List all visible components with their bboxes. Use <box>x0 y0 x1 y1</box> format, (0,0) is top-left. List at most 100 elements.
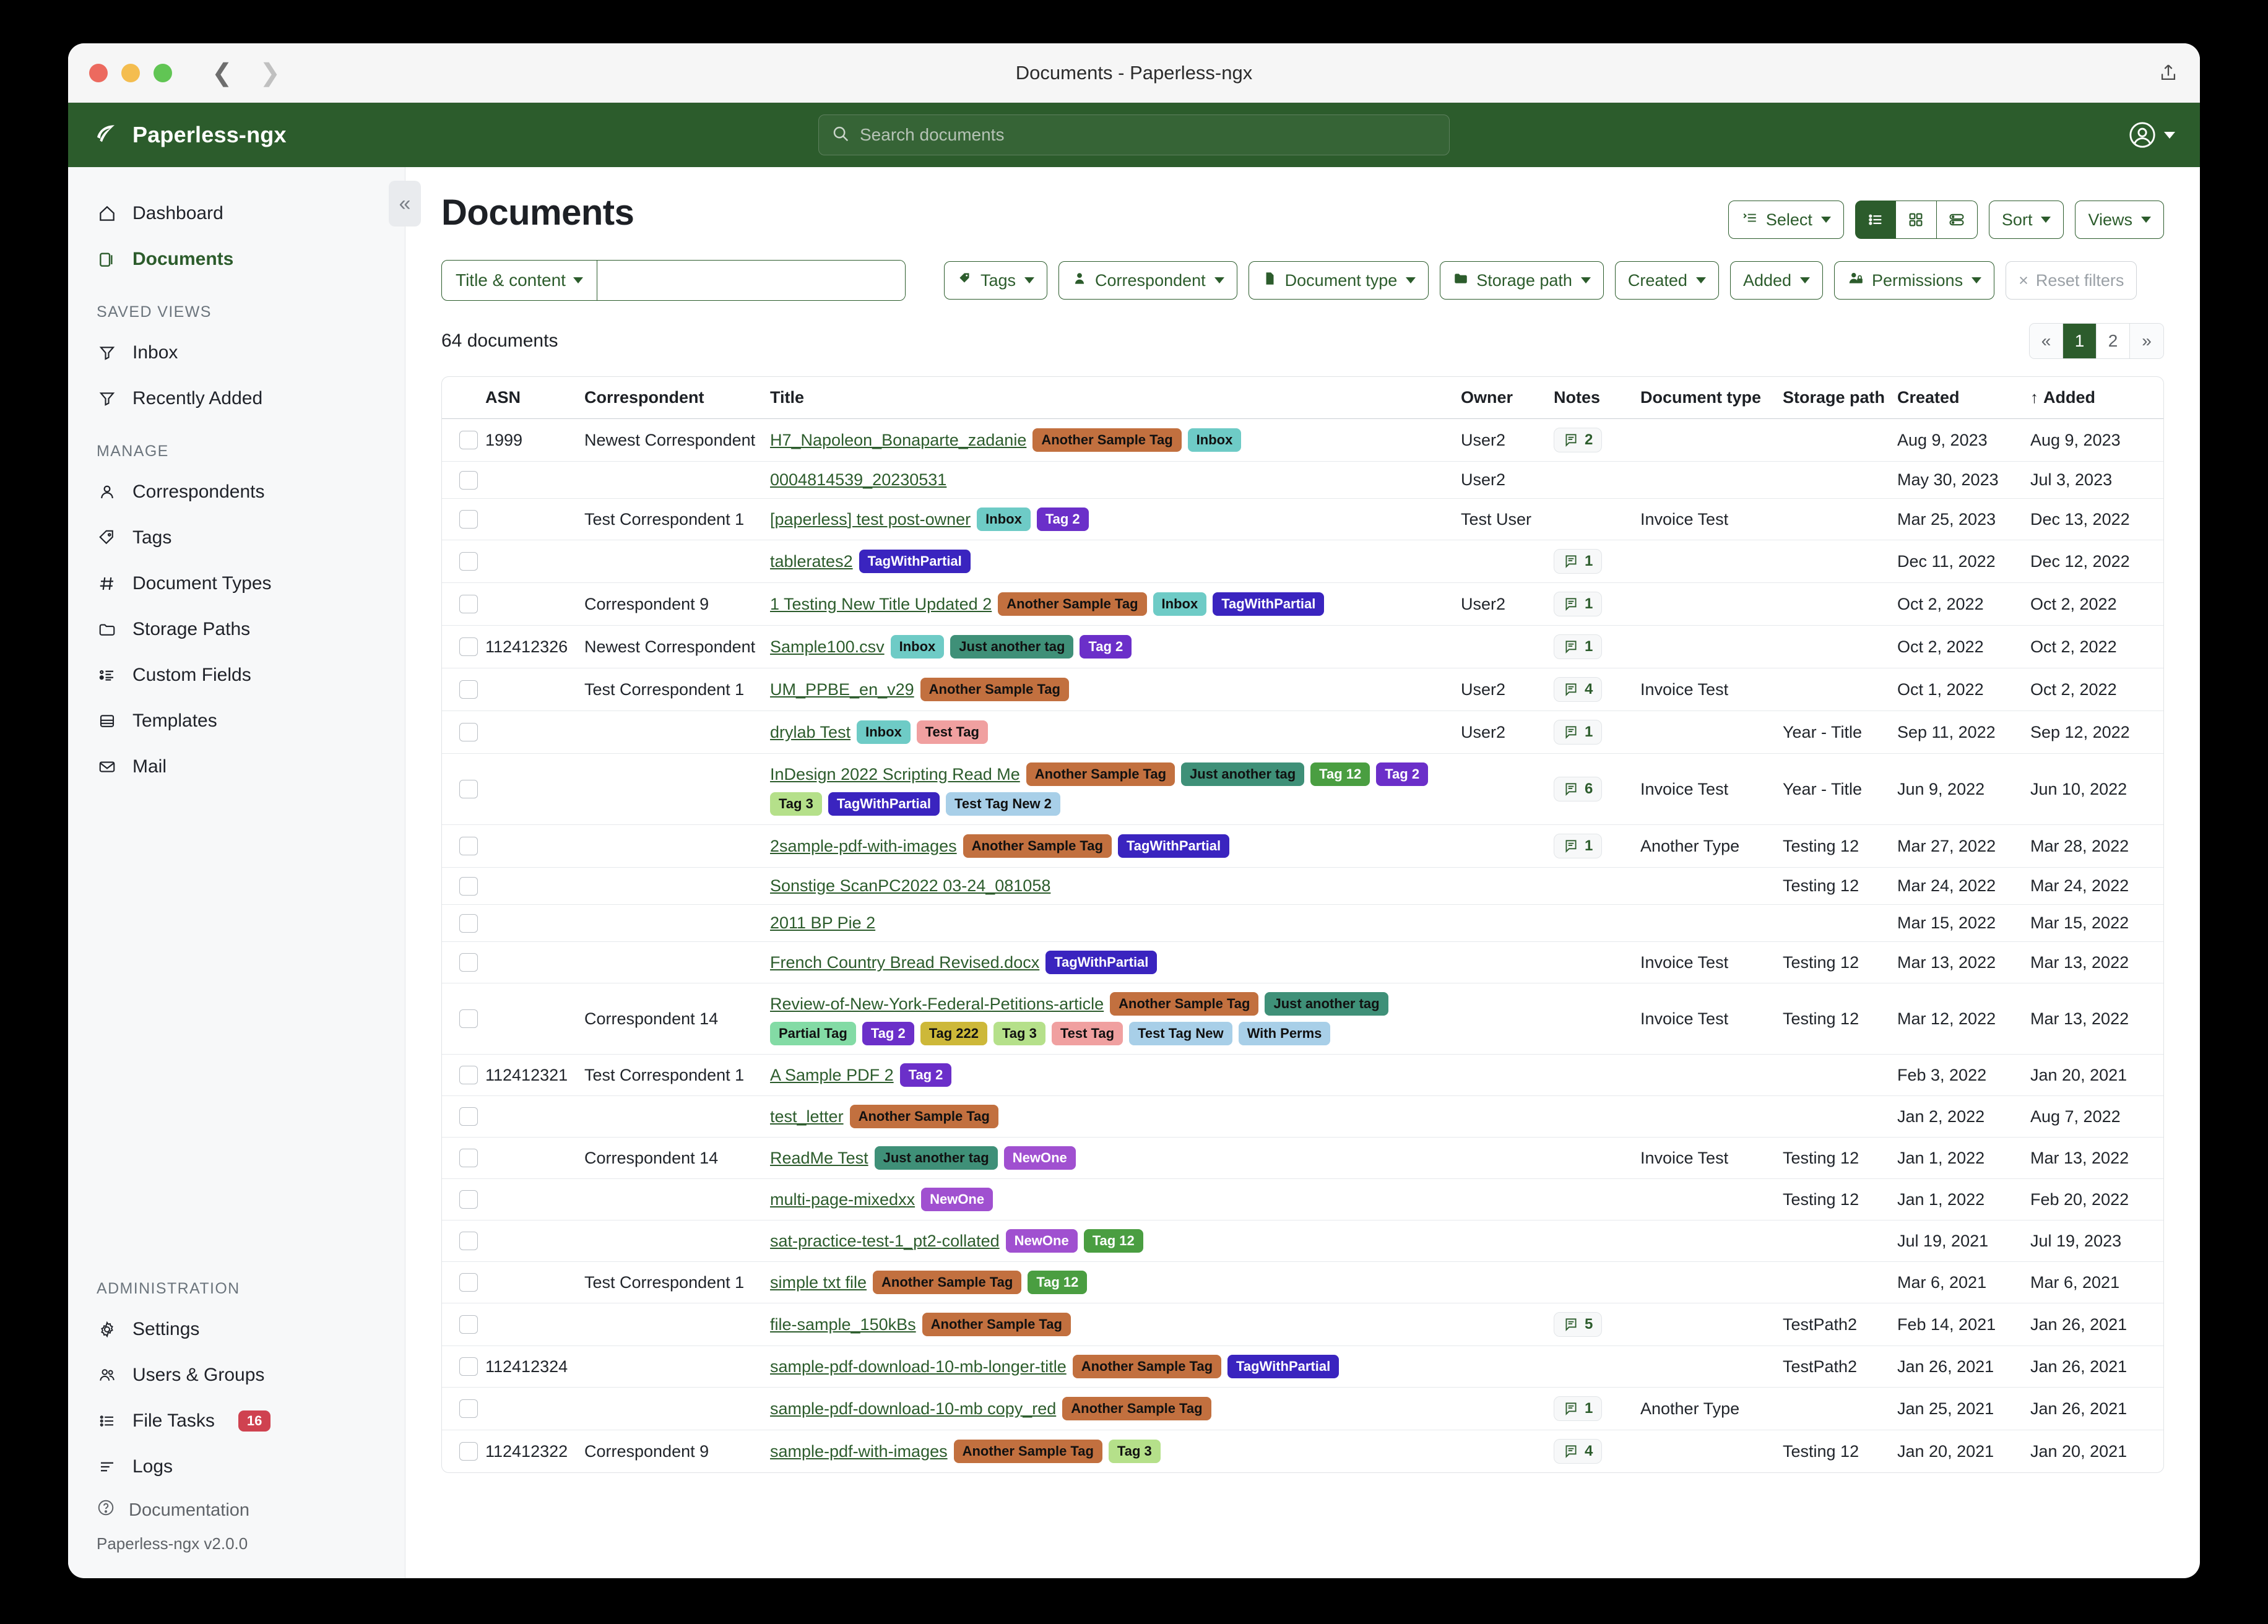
table-row[interactable]: 112412326 Newest Correspondent Sample100.c… <box>442 625 2163 668</box>
document-tag[interactable]: Another Sample Tag <box>920 678 1069 701</box>
document-tag[interactable]: Test Tag New 2 <box>946 792 1060 816</box>
document-tag[interactable]: Another Sample Tag <box>1110 992 1259 1016</box>
document-title-link[interactable]: sample-pdf-download-10-mb copy_red <box>770 1399 1057 1418</box>
document-tag[interactable]: With Perms <box>1238 1022 1331 1045</box>
row-checkbox[interactable] <box>459 1315 478 1334</box>
document-title-link[interactable]: InDesign 2022 Scripting Read Me <box>770 764 1020 784</box>
document-title-link[interactable]: test_letter <box>770 1107 844 1126</box>
notes-badge[interactable]: 1 <box>1554 549 1603 574</box>
document-tag[interactable]: Tag 2 <box>899 1063 952 1087</box>
document-tag[interactable]: Inbox <box>857 720 911 744</box>
document-tag[interactable]: NewOne <box>1005 1229 1078 1253</box>
document-tag[interactable]: TagWithPartial <box>1227 1355 1340 1378</box>
document-tag[interactable]: Tag 2 <box>1376 762 1429 786</box>
table-row[interactable]: InDesign 2022 Scripting Read Me Another S… <box>442 753 2163 825</box>
document-title-link[interactable]: Sonstige ScanPC2022 03-24_081058 <box>770 876 1051 895</box>
document-tag[interactable]: Test Tag New <box>1129 1022 1232 1045</box>
notes-badge[interactable]: 1 <box>1554 634 1603 659</box>
document-tag[interactable]: Partial Tag <box>770 1022 856 1045</box>
title-content-input[interactable] <box>597 261 905 300</box>
table-row[interactable]: sat-practice-test-1_pt2-collated NewOne Ta… <box>442 1220 2163 1262</box>
row-checkbox[interactable] <box>459 1107 478 1126</box>
pagination-prev[interactable]: « <box>2030 324 2063 358</box>
row-checkbox[interactable] <box>459 914 478 933</box>
notes-badge[interactable]: 5 <box>1554 1312 1603 1337</box>
notes-badge[interactable]: 4 <box>1554 677 1603 702</box>
table-row[interactable]: tablerates2 TagWithPartial 1 Dec 11, 2022 De… <box>442 540 2163 583</box>
row-checkbox[interactable] <box>459 723 478 741</box>
column-header-created[interactable]: Created <box>1897 377 2030 419</box>
row-checkbox[interactable] <box>459 1190 478 1209</box>
search-box[interactable] <box>818 114 1450 155</box>
storage-path-filter-button[interactable]: Storage path <box>1440 261 1604 300</box>
column-header-owner[interactable]: Owner <box>1461 377 1554 419</box>
document-tag[interactable]: Another Sample Tag <box>963 834 1112 858</box>
document-tag[interactable]: Another Sample Tag <box>849 1105 998 1128</box>
document-title-link[interactable]: French Country Bread Revised.docx <box>770 952 1040 972</box>
document-tag[interactable]: Tag 3 <box>1108 1440 1161 1463</box>
sidebar-item-users-groups[interactable]: Users & Groups <box>80 1352 405 1398</box>
table-row[interactable]: test_letter Another Sample Tag Jan 2, 2022… <box>442 1095 2163 1138</box>
table-row[interactable]: 112412322 Correspondent 9 sample-pdf-with-… <box>442 1430 2163 1473</box>
sidebar-item-custom-fields[interactable]: Custom Fields <box>80 652 405 698</box>
document-title-link[interactable]: file-sample_150kBs <box>770 1315 916 1334</box>
table-row[interactable]: Test Correspondent 1 [paperless] test pos… <box>442 498 2163 540</box>
document-tag[interactable]: Tag 2 <box>1080 635 1132 659</box>
row-checkbox[interactable] <box>459 470 478 490</box>
table-row[interactable]: Test Correspondent 1 simple txt file Anoth… <box>442 1261 2163 1303</box>
maximize-window-button[interactable] <box>154 63 172 82</box>
row-checkbox[interactable] <box>459 510 478 529</box>
row-checkbox[interactable] <box>459 1273 478 1292</box>
document-tag[interactable]: Tag 2 <box>1036 508 1089 531</box>
row-checkbox[interactable] <box>459 680 478 699</box>
table-row[interactable]: sample-pdf-download-10-mb copy_red Anothe… <box>442 1387 2163 1430</box>
document-title-link[interactable]: sat-practice-test-1_pt2-collated <box>770 1231 1000 1250</box>
sidebar-item-dashboard[interactable]: Dashboard <box>80 191 405 236</box>
document-tag[interactable]: Inbox <box>1187 428 1242 452</box>
list-view-button[interactable] <box>1855 201 1896 239</box>
row-checkbox[interactable] <box>459 1357 478 1376</box>
document-tag[interactable]: Just another tag <box>1181 762 1305 786</box>
title-content-dropdown[interactable]: Title & content <box>442 261 597 300</box>
table-row[interactable]: 2011 BP Pie 2 Mar 15, 2022 Mar 15, 2022 <box>442 904 2163 942</box>
column-header-added[interactable]: ↑ Added <box>2030 377 2163 419</box>
views-button[interactable]: Views <box>2075 201 2164 239</box>
created-filter-button[interactable]: Created <box>1614 261 1719 300</box>
column-header-storage-path[interactable]: Storage path <box>1783 377 1897 419</box>
document-tag[interactable]: Just another tag <box>874 1146 998 1170</box>
row-checkbox[interactable] <box>459 837 478 855</box>
document-title-link[interactable]: [paperless] test post-owner <box>770 509 971 529</box>
document-tag[interactable]: TagWithPartial <box>828 792 940 816</box>
back-arrow-icon[interactable]: ❮ <box>212 59 233 87</box>
document-tag[interactable]: Tag 3 <box>993 1022 1045 1045</box>
table-row[interactable]: Sonstige ScanPC2022 03-24_081058 Testing … <box>442 867 2163 905</box>
row-checkbox[interactable] <box>459 552 478 571</box>
document-tag[interactable]: Another Sample Tag <box>873 1271 1022 1294</box>
column-header-correspondent[interactable]: Correspondent <box>584 377 770 419</box>
collapse-sidebar-button[interactable]: « <box>389 181 421 227</box>
row-checkbox[interactable] <box>459 1442 478 1461</box>
sidebar-item-tags[interactable]: Tags <box>80 515 405 561</box>
table-row[interactable]: Test Correspondent 1 UM_PPBE_en_v29 Anothe… <box>442 668 2163 711</box>
title-content-filter[interactable]: Title & content <box>441 260 906 301</box>
document-tag[interactable]: TagWithPartial <box>1213 592 1325 616</box>
row-checkbox[interactable] <box>459 637 478 656</box>
document-title-link[interactable]: tablerates2 <box>770 551 853 571</box>
document-tag[interactable]: Tag 222 <box>920 1022 987 1045</box>
document-tag[interactable]: Another Sample Tag <box>998 592 1147 616</box>
document-title-link[interactable]: sample-pdf-with-images <box>770 1441 948 1461</box>
table-row[interactable]: 0004814539_20230531 User2 May 30, 2023 Jul … <box>442 461 2163 499</box>
sidebar-item-settings[interactable]: Settings <box>80 1307 405 1352</box>
row-checkbox[interactable] <box>459 1399 478 1418</box>
document-title-link[interactable]: drylab Test <box>770 722 851 741</box>
document-tag[interactable]: Tag 2 <box>862 1022 914 1045</box>
row-checkbox[interactable] <box>459 876 478 896</box>
notes-badge[interactable]: 2 <box>1554 428 1603 452</box>
sidebar-item-templates[interactable]: Templates <box>80 698 405 744</box>
document-title-link[interactable]: 0004814539_20230531 <box>770 470 947 489</box>
table-row[interactable]: Correspondent 14 ReadMe Test Just another … <box>442 1137 2163 1179</box>
document-title-link[interactable]: simple txt file <box>770 1272 867 1292</box>
notes-badge[interactable]: 1 <box>1554 1396 1603 1421</box>
document-tag[interactable]: NewOne <box>1003 1146 1076 1170</box>
